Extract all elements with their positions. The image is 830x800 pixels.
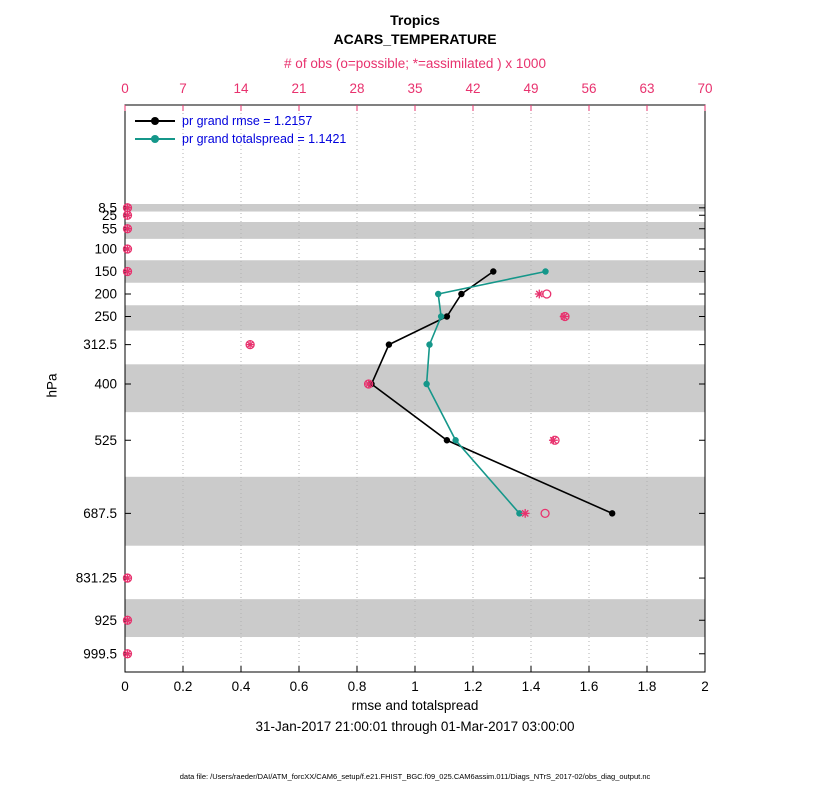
svg-text:0: 0 [121,81,129,96]
legend-swatch-totalspread [135,132,175,146]
svg-text:200: 200 [94,287,117,302]
svg-text:0.4: 0.4 [232,679,251,694]
date-range: 31-Jan-2017 21:00:01 through 01-Mar-2017… [255,719,575,734]
svg-text:63: 63 [639,81,654,96]
top-axis-label: # of obs (o=possible; *=assimilated ) x … [284,56,546,71]
svg-text:1.8: 1.8 [638,679,657,694]
svg-text:7: 7 [179,81,187,96]
svg-text:56: 56 [581,81,596,96]
legend-label-rmse: pr grand rmse = 1.2157 [182,114,313,128]
x-tick-labels: 0 0.2 0.4 0.6 0.8 1 1.2 1.4 1.6 1.8 2 [121,679,709,694]
svg-text:49: 49 [523,81,538,96]
rmse-line [368,268,616,517]
svg-text:28: 28 [349,81,364,96]
svg-text:999.5: 999.5 [83,646,117,661]
totalspread-line [423,268,549,517]
legend-swatch-rmse [135,114,175,128]
svg-text:42: 42 [465,81,480,96]
svg-text:2: 2 [701,679,709,694]
chart-subtitle: ACARS_TEMPERATURE [333,31,497,47]
svg-text:687.5: 687.5 [83,506,117,521]
legend-marker-totalspread [151,135,159,143]
svg-text:1.6: 1.6 [580,679,599,694]
svg-text:8.5: 8.5 [98,200,117,215]
svg-text:35: 35 [407,81,422,96]
svg-text:1.2: 1.2 [464,679,483,694]
svg-text:14: 14 [233,81,249,96]
legend: pr grand rmse = 1.2157 pr grand totalspr… [135,112,346,148]
svg-text:1: 1 [411,679,419,694]
legend-marker-rmse [151,117,159,125]
top-tick-labels: 0 7 14 21 28 35 42 49 56 63 70 [121,81,712,96]
svg-text:150: 150 [94,264,117,279]
gridlines [182,105,648,672]
svg-text:312.5: 312.5 [83,337,117,352]
legend-item-rmse: pr grand rmse = 1.2157 [135,112,346,130]
svg-text:925: 925 [94,613,117,628]
svg-text:0.2: 0.2 [174,679,193,694]
svg-text:21: 21 [291,81,306,96]
svg-text:525: 525 [94,433,117,448]
legend-item-totalspread: pr grand totalspread = 1.1421 [135,130,346,148]
svg-text:1.4: 1.4 [522,679,541,694]
y-axis-label: hPa [44,373,60,398]
data-file-path: data file: /Users/raeder/DAI/ATM_forcXX/… [179,772,651,781]
legend-label-totalspread: pr grand totalspread = 1.1421 [182,132,347,146]
svg-text:25: 25 [102,208,117,223]
obs-count-markers [122,203,570,659]
svg-text:250: 250 [94,309,117,324]
svg-text:55: 55 [102,221,117,236]
svg-text:0.8: 0.8 [348,679,367,694]
svg-text:0.6: 0.6 [290,679,309,694]
svg-text:70: 70 [697,81,712,96]
gray-bands [125,204,705,638]
svg-text:100: 100 [94,242,117,257]
svg-text:831.25: 831.25 [76,571,117,586]
svg-text:0: 0 [121,679,129,694]
page-title: Tropics [390,12,440,28]
x-axis-label: rmse and totalspread [351,698,479,713]
svg-text:400: 400 [94,377,117,392]
